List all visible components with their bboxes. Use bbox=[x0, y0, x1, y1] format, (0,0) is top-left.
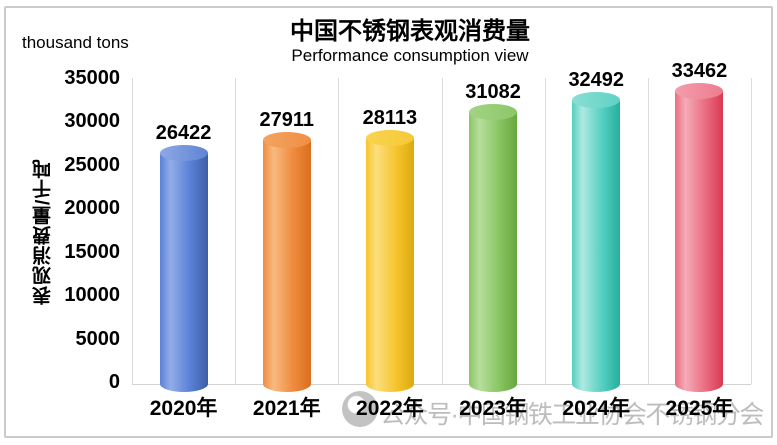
x-axis-label: 2025年 bbox=[665, 397, 734, 420]
y-tick-label: 15000 bbox=[64, 240, 120, 263]
y-tick-label: 20000 bbox=[64, 197, 120, 220]
data-label: 32492 bbox=[568, 68, 625, 91]
data-label: 33462 bbox=[671, 60, 728, 83]
category-gridline bbox=[441, 78, 443, 384]
category-gridline bbox=[751, 78, 752, 384]
category-gridline bbox=[235, 78, 237, 384]
bar-cylinder-2020年 bbox=[159, 152, 208, 392]
y-tick-label: 10000 bbox=[64, 284, 120, 307]
bar-cylinder-top-2024年 bbox=[572, 91, 621, 108]
data-label: 28113 bbox=[362, 107, 418, 130]
watermark-text: 公众号·中国钢铁工业协会不锈钢分会 bbox=[380, 401, 764, 429]
x-axis-label: 2021年 bbox=[252, 397, 321, 420]
bar-cylinder-2022年 bbox=[365, 138, 414, 392]
units-label: thousand tons bbox=[22, 33, 129, 52]
x-axis-label: 2020年 bbox=[149, 397, 218, 420]
bar-cylinder-top-2023年 bbox=[469, 104, 518, 121]
chart-subtitle: Performance consumption view bbox=[291, 46, 529, 65]
y-tick-label: 0 bbox=[108, 371, 120, 393]
bar-cylinder-2021年 bbox=[262, 139, 311, 392]
bar-cylinder-top-2021年 bbox=[262, 131, 311, 148]
data-label: 31082 bbox=[465, 81, 521, 104]
category-gridline bbox=[338, 78, 340, 384]
category-gridline bbox=[132, 78, 133, 384]
title-block: 中国不锈钢表观消费量 Performance consumption view bbox=[180, 18, 640, 66]
bar-cylinder-top-2025年 bbox=[675, 83, 724, 100]
x-axis-label: 2023年 bbox=[459, 397, 527, 420]
bar-cylinder-2024年 bbox=[572, 99, 621, 392]
y-tick-label: 30000 bbox=[64, 110, 120, 133]
y-tick-label: 5000 bbox=[75, 327, 121, 350]
x-axis-label: 2024年 bbox=[562, 397, 631, 420]
chart-title: 中国不锈钢表观消费量 bbox=[290, 18, 530, 45]
category-gridline bbox=[647, 78, 649, 384]
data-label: 26422 bbox=[155, 121, 212, 144]
watermark-logo-icon bbox=[342, 391, 378, 427]
x-axis-baseline bbox=[132, 384, 751, 385]
data-label: 27911 bbox=[259, 108, 314, 131]
category-gridline bbox=[544, 78, 546, 384]
bar-cylinder-top-2022年 bbox=[365, 130, 414, 147]
y-tick-label: 35000 bbox=[64, 67, 120, 89]
bar-cylinder-2025年 bbox=[675, 91, 724, 392]
bar-cylinder-top-2020年 bbox=[159, 144, 208, 161]
x-axis-label: 2022年 bbox=[356, 397, 424, 420]
bar-cylinder-2023年 bbox=[469, 112, 518, 392]
y-tick-label: 25000 bbox=[64, 153, 120, 176]
